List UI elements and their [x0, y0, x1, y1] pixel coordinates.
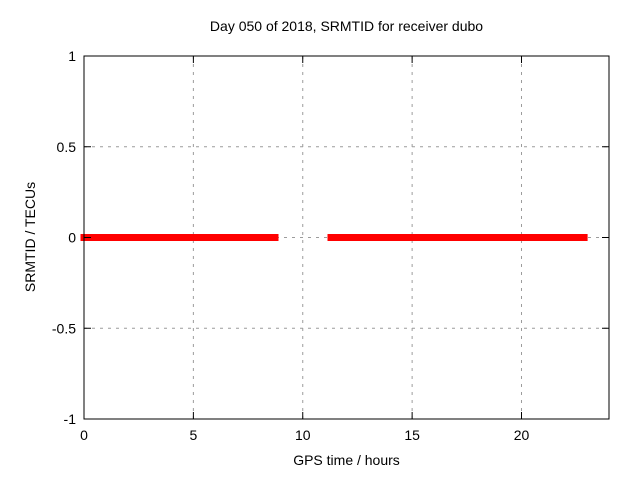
data-segment [505, 234, 526, 241]
y-tick-label: 0 [68, 230, 76, 246]
data-segment [571, 234, 588, 241]
data-segment [519, 234, 543, 241]
data-segment [232, 234, 248, 241]
y-tick-label: 1 [68, 48, 76, 64]
data-segment [397, 234, 415, 241]
y-tick-label: -0.5 [52, 320, 76, 336]
data-segment [488, 234, 512, 241]
data-segment [449, 234, 479, 241]
x-tick-label: 0 [80, 427, 88, 443]
x-tick-label: 20 [514, 427, 530, 443]
data-segment [209, 234, 227, 241]
data-segment [139, 234, 206, 241]
data-segment [87, 234, 108, 241]
data-segment [247, 234, 261, 241]
y-axis-label: SRMTID / TECUs [22, 181, 38, 293]
data-segment [421, 234, 439, 241]
data-segment [352, 234, 383, 241]
chart-title: Day 050 of 2018, SRMTID for receiver dub… [209, 18, 484, 34]
x-tick-label: 15 [404, 427, 420, 443]
data-segment [101, 234, 123, 241]
data-segment [261, 234, 279, 241]
data-segment [537, 234, 551, 241]
x-tick-label: 10 [295, 427, 311, 443]
data-segment [432, 234, 451, 241]
data-segment [389, 234, 404, 241]
data-segment [473, 234, 495, 241]
data-segment [408, 234, 428, 241]
data-segment [220, 234, 238, 241]
data-segment [327, 234, 352, 241]
data-segment [117, 234, 146, 241]
x-tick-label: 5 [189, 427, 197, 443]
y-tick-label: 0.5 [57, 139, 77, 155]
x-axis-label: GPS time / hours [293, 452, 400, 468]
data-segment [199, 234, 213, 241]
data-segment [254, 234, 267, 241]
data-segment [377, 234, 396, 241]
y-tick-label: -1 [64, 411, 77, 427]
data-segment [545, 234, 578, 241]
data-segment [345, 234, 359, 241]
